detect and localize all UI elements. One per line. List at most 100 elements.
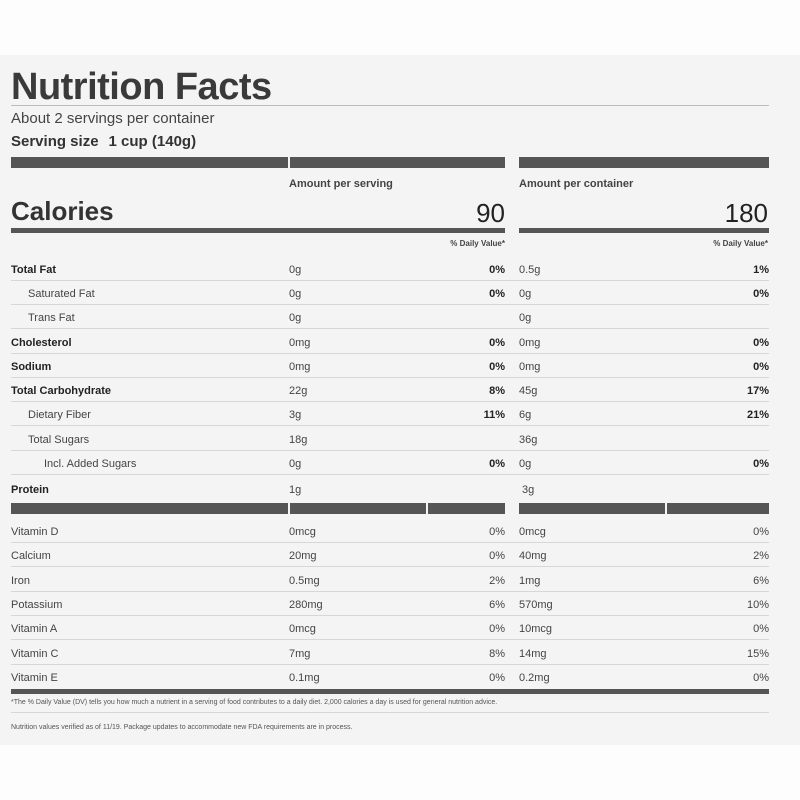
nutrition-panel bbox=[0, 55, 800, 745]
nutrient-dv-container: 0% bbox=[753, 288, 769, 300]
verified-note: Nutrition values verified as of 11/19. P… bbox=[11, 724, 353, 731]
vitamin-amount-container: 0.2mg bbox=[519, 672, 550, 684]
table-row: Sodium 0mg 0% 0mg 0% bbox=[11, 354, 769, 378]
calories-per-serving: 90 bbox=[476, 198, 505, 228]
table-row: Cholesterol 0mg 0% 0mg 0% bbox=[11, 330, 769, 354]
column-gap bbox=[505, 503, 519, 514]
table-row: Iron 0.5mg 2% 1mg 6% bbox=[11, 568, 769, 592]
footnote-divider bbox=[11, 712, 769, 713]
nutrient-amount-container: 0g bbox=[519, 458, 532, 470]
vitamin-name: Calcium bbox=[11, 550, 51, 562]
title-divider bbox=[11, 105, 769, 106]
table-row: Vitamin C 7mg 8% 14mg 15% bbox=[11, 641, 769, 665]
nutrient-amount: 22g bbox=[289, 385, 308, 397]
nutrient-name: Total Carbohydrate bbox=[11, 385, 112, 397]
nutrient-amount: 0g bbox=[289, 288, 302, 300]
calories-label: Calories bbox=[11, 196, 114, 226]
per-container-header: Amount per container bbox=[519, 178, 634, 190]
nutrient-amount: 0mg bbox=[289, 361, 311, 373]
vitamin-dv-container: 0% bbox=[753, 526, 769, 538]
servings-per-container: About 2 servings per container bbox=[11, 110, 215, 127]
column-gap bbox=[665, 503, 667, 514]
table-row: Saturated Fat 0g 0% 0g 0% bbox=[11, 281, 769, 305]
column-gap bbox=[288, 503, 290, 514]
vitamin-amount: 0.1mg bbox=[289, 672, 320, 684]
nutrient-dv: 0% bbox=[489, 264, 505, 276]
vitamin-dv-container: 15% bbox=[746, 648, 769, 660]
table-row: Protein 1g 3g bbox=[11, 477, 769, 501]
vitamin-dv-container: 0% bbox=[753, 672, 769, 684]
serving-size-value: 1 cup (140g) bbox=[108, 133, 197, 150]
table-row: Total Fat 0g 0% 0.5g 1% bbox=[11, 257, 769, 281]
vitamin-name: Vitamin D bbox=[11, 526, 59, 538]
nutrient-amount: 1g bbox=[289, 484, 302, 496]
nutrient-dv: 11% bbox=[483, 409, 505, 421]
page-title: Nutrition Facts bbox=[11, 66, 272, 108]
nutrient-amount: 0g bbox=[289, 458, 302, 470]
vitamin-amount-container: 1mg bbox=[519, 575, 541, 587]
table-row: Vitamin E 0.1mg 0% 0.2mg 0% bbox=[11, 665, 769, 689]
vitamin-amount: 7mg bbox=[289, 648, 311, 660]
top-thick-bar bbox=[11, 157, 769, 168]
table-row: Total Sugars 18g 36g bbox=[11, 427, 769, 451]
nutrient-amount: 0g bbox=[289, 312, 302, 324]
vitamin-dv: 2% bbox=[489, 575, 505, 587]
vitamin-dv: 6% bbox=[489, 599, 505, 611]
nutrient-name: Protein bbox=[11, 484, 49, 496]
calories-per-container: 180 bbox=[724, 198, 768, 228]
vitamin-amount-container: 570mg bbox=[519, 599, 553, 611]
nutrient-amount: 0mg bbox=[289, 337, 311, 349]
daily-value-header-container: % Daily Value* bbox=[713, 239, 768, 248]
nutrient-amount-container: 0mg bbox=[519, 337, 541, 349]
daily-value-footnote: *The % Daily Value (DV) tells you how mu… bbox=[11, 699, 498, 706]
calories-bar-right bbox=[519, 228, 769, 233]
nutrient-amount-container: 3g bbox=[522, 484, 535, 496]
nutrient-dv: 0% bbox=[489, 458, 505, 470]
table-row: Incl. Added Sugars 0g 0% 0g 0% bbox=[11, 451, 769, 475]
vitamin-amount: 0mcg bbox=[289, 526, 316, 538]
table-row: Vitamin A 0mcg 0% 10mcg 0% bbox=[11, 616, 769, 640]
vitamin-dv-container: 0% bbox=[753, 623, 769, 635]
vitamin-dv-container: 6% bbox=[753, 575, 769, 587]
nutrient-amount-container: 6g bbox=[519, 409, 532, 421]
daily-value-header-serving: % Daily Value* bbox=[450, 239, 505, 248]
nutrient-amount-container: 0mg bbox=[519, 361, 541, 373]
nutrient-amount-container: 36g bbox=[519, 434, 538, 446]
vitamin-dv: 0% bbox=[489, 672, 505, 684]
nutrient-name: Dietary Fiber bbox=[28, 409, 91, 421]
vitamin-amount-container: 14mg bbox=[519, 648, 547, 660]
serving-size-label: Serving size bbox=[11, 133, 99, 150]
nutrient-name: Total Fat bbox=[11, 264, 57, 276]
nutrient-amount: 18g bbox=[289, 434, 308, 446]
table-row: Calcium 20mg 0% 40mg 2% bbox=[11, 543, 769, 567]
bottom-bar bbox=[11, 689, 769, 694]
table-row: Potassium 280mg 6% 570mg 10% bbox=[11, 592, 769, 616]
nutrient-amount-container: 45g bbox=[519, 385, 538, 397]
nutrient-amount: 3g bbox=[289, 409, 302, 421]
vitamin-name: Iron bbox=[11, 575, 30, 587]
vitamin-dv-container: 2% bbox=[753, 550, 769, 562]
nutrient-dv: 0% bbox=[489, 361, 505, 373]
column-gap bbox=[505, 157, 519, 168]
nutrient-name: Incl. Added Sugars bbox=[44, 458, 137, 470]
vitamin-amount: 0mcg bbox=[289, 623, 316, 635]
table-row: Trans Fat 0g 0g bbox=[11, 305, 769, 329]
vitamin-amount-container: 10mcg bbox=[519, 623, 553, 635]
vitamin-name: Potassium bbox=[11, 599, 63, 611]
vitamin-dv: 0% bbox=[489, 526, 505, 538]
table-row: Dietary Fiber 3g 11% 6g 21% bbox=[11, 402, 769, 426]
vitamin-dv: 8% bbox=[489, 648, 505, 660]
nutrient-amount: 0g bbox=[289, 264, 302, 276]
nutrient-name: Saturated Fat bbox=[28, 288, 95, 300]
nutrient-dv: 8% bbox=[489, 385, 505, 397]
vitamin-amount: 0.5mg bbox=[289, 575, 320, 587]
column-gap bbox=[426, 503, 428, 514]
vitamin-dv: 0% bbox=[489, 550, 505, 562]
table-row: Vitamin D 0mcg 0% 0mcg 0% bbox=[11, 519, 769, 543]
per-serving-header: Amount per serving bbox=[289, 178, 393, 190]
nutrient-dv-container: 1% bbox=[753, 264, 769, 276]
nutrient-amount-container: 0g bbox=[519, 288, 532, 300]
vitamin-dv-container: 10% bbox=[746, 599, 769, 611]
nutrient-name: Trans Fat bbox=[28, 312, 75, 324]
vitamin-amount-container: 0mcg bbox=[519, 526, 546, 538]
